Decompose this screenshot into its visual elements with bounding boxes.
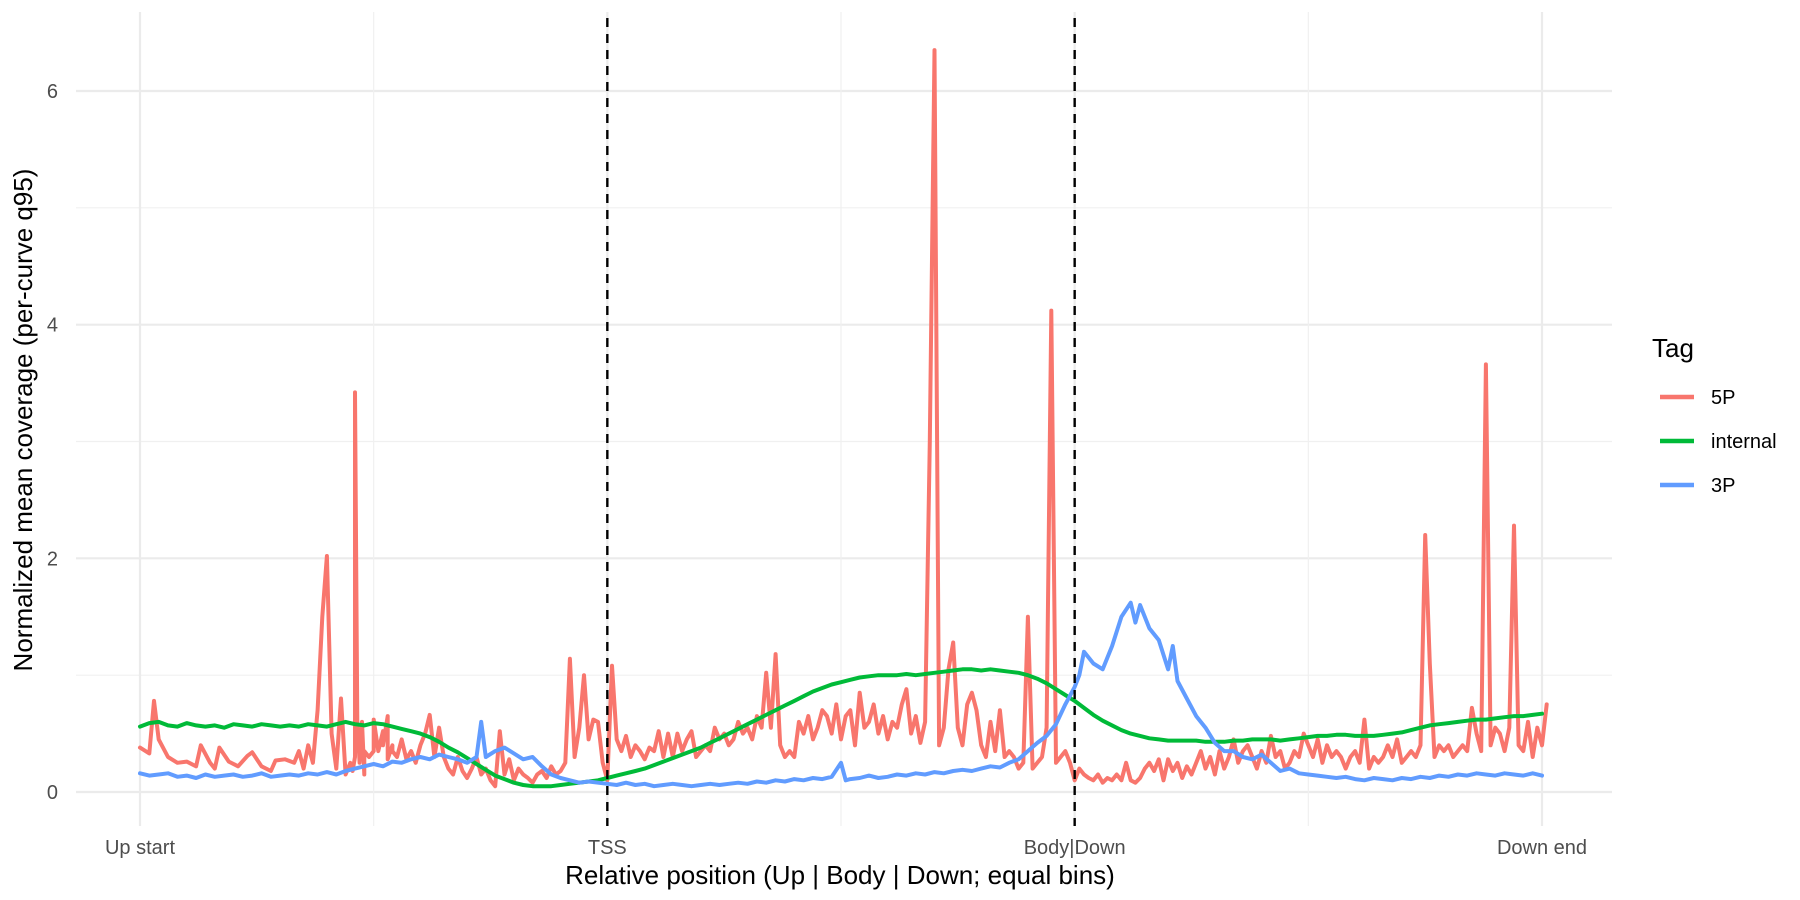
y-axis-title: Normalized mean coverage (per-curve q95) bbox=[8, 169, 38, 672]
series-line-5P bbox=[138, 48, 1549, 789]
legend-label: internal bbox=[1711, 431, 1777, 453]
y-axis-ticks: 0 2 4 6 bbox=[47, 81, 58, 804]
legend-label: 5P bbox=[1711, 387, 1735, 409]
x-axis-title: Relative position (Up | Body | Down; equ… bbox=[565, 860, 1115, 890]
y-tick-label: 4 bbox=[47, 315, 58, 337]
series-line-3P bbox=[138, 600, 1544, 789]
y-tick-label: 0 bbox=[47, 782, 58, 804]
legend-items: 5P internal 3P bbox=[1660, 387, 1777, 497]
legend: Tag 5P internal 3P bbox=[1652, 333, 1777, 497]
legend-item-3P: 3P bbox=[1660, 475, 1735, 497]
x-tick-label: TSS bbox=[588, 837, 627, 859]
legend-label: 3P bbox=[1711, 475, 1735, 497]
y-tick-label: 6 bbox=[47, 81, 58, 103]
series-line-internal bbox=[138, 667, 1544, 789]
x-tick-label: Body|Down bbox=[1024, 837, 1126, 859]
legend-item-5P: 5P bbox=[1660, 387, 1735, 409]
y-tick-label: 2 bbox=[47, 548, 58, 570]
x-tick-label: Down end bbox=[1497, 837, 1587, 859]
grid bbox=[76, 12, 1612, 826]
x-tick-label: Up start bbox=[105, 837, 175, 859]
series-lines bbox=[138, 18, 1549, 826]
legend-title: Tag bbox=[1652, 333, 1694, 363]
legend-item-internal: internal bbox=[1660, 431, 1777, 453]
x-axis-ticks: Up start TSS Body|Down Down end bbox=[105, 837, 1587, 859]
